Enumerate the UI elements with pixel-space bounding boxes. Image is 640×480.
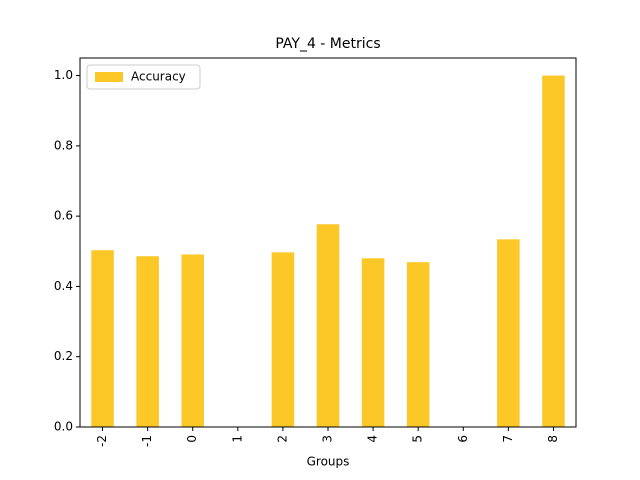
legend-label: Accuracy <box>131 70 186 84</box>
bar <box>181 254 204 427</box>
y-tick-label: 0.4 <box>54 279 73 293</box>
y-tick-label: 0.0 <box>54 420 73 434</box>
x-tick-label: 3 <box>321 435 335 443</box>
x-tick-label: 6 <box>456 435 470 443</box>
bar <box>271 252 295 427</box>
chart-title: PAY_4 - Metrics <box>275 36 380 52</box>
bar <box>136 256 159 427</box>
x-tick-label: 4 <box>366 435 380 443</box>
y-tick-label: 0.2 <box>54 349 73 363</box>
x-tick-label: 1 <box>230 435 244 443</box>
bar <box>91 250 114 427</box>
y-tick-label: 0.8 <box>54 138 73 152</box>
bar <box>316 224 340 427</box>
x-tick-label: -1 <box>140 435 154 447</box>
y-tick-label: 0.6 <box>54 209 73 223</box>
x-tick-label: 5 <box>411 435 425 443</box>
bar <box>406 262 430 427</box>
plot-frame <box>79 57 577 428</box>
x-axis-label: Groups <box>307 455 350 469</box>
x-tick-label: 7 <box>501 435 515 443</box>
y-tick-label: 1.0 <box>54 68 73 82</box>
legend-swatch <box>95 72 123 82</box>
x-tick-label: 8 <box>546 435 560 443</box>
x-tick-label: 2 <box>275 435 289 443</box>
legend: Accuracy <box>86 64 201 90</box>
legend-box <box>86 64 201 90</box>
x-tick-label: 0 <box>185 435 199 443</box>
bar <box>542 75 565 428</box>
bar <box>497 239 520 427</box>
bar <box>361 258 385 427</box>
x-tick-label: -2 <box>95 435 109 447</box>
